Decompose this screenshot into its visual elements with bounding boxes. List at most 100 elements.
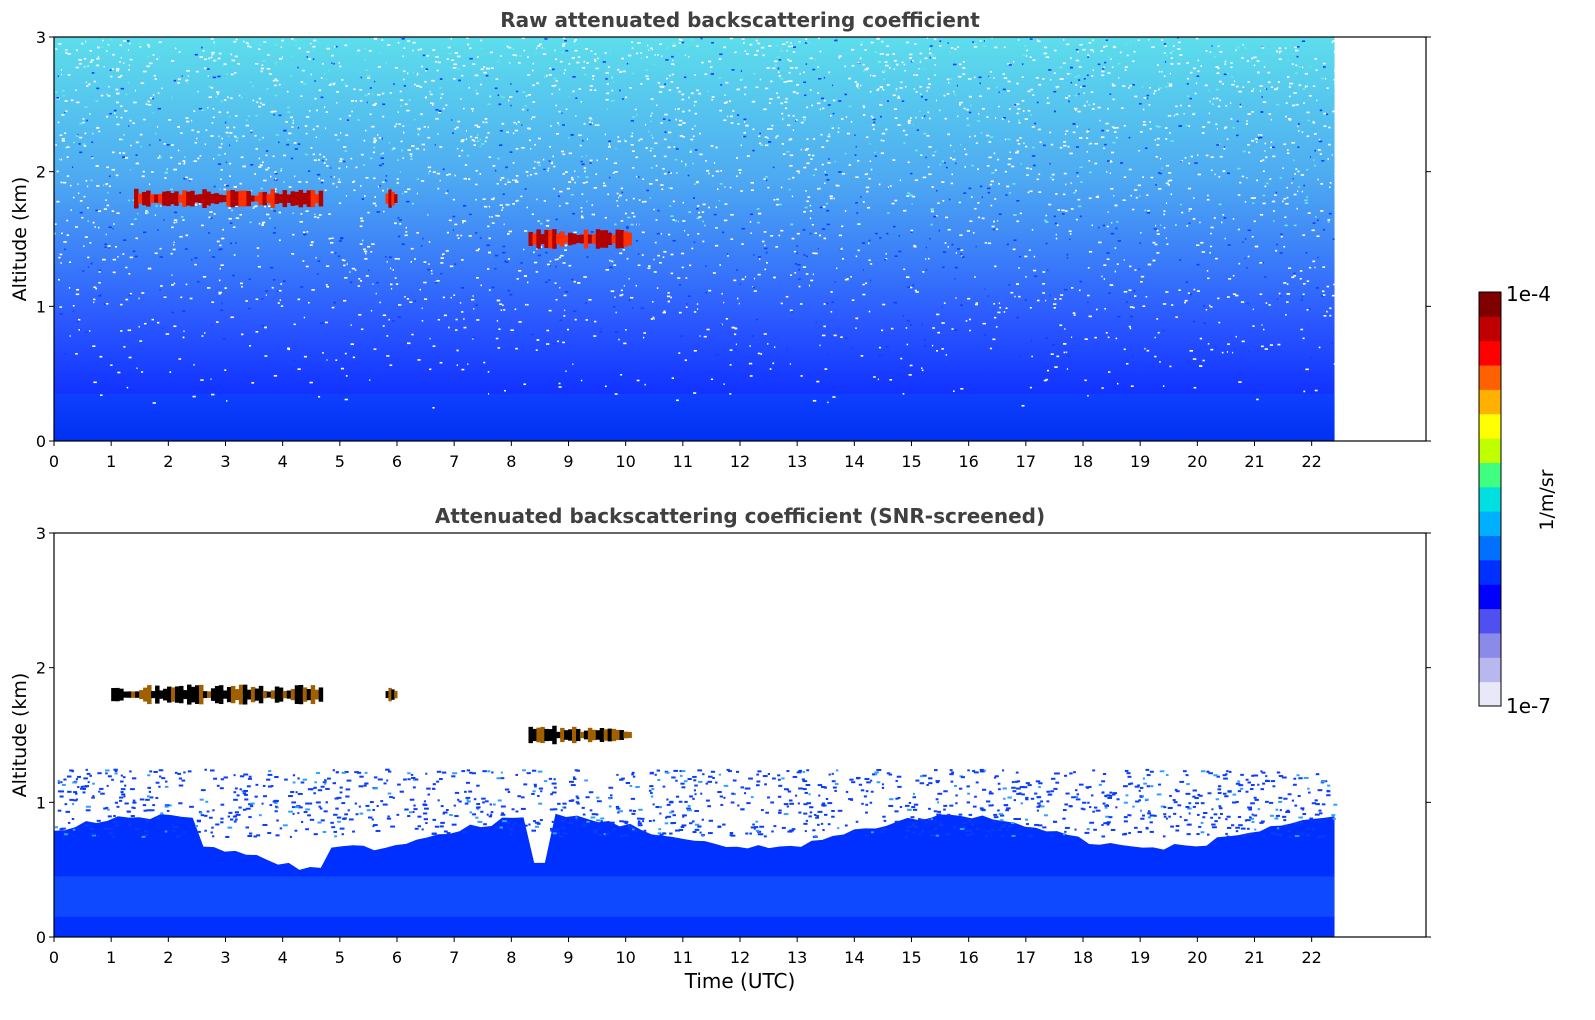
y-tick-label: 0 xyxy=(36,928,46,947)
x-tick-label: 14 xyxy=(844,948,864,967)
heatmap-field xyxy=(54,37,1335,441)
panel-screened-ylabel: Altitude (km) xyxy=(9,673,31,798)
x-tick-label: 14 xyxy=(844,452,864,471)
colorbar-swatch xyxy=(1479,559,1501,585)
x-tick-label: 6 xyxy=(392,452,402,471)
x-tick-label: 20 xyxy=(1187,452,1207,471)
y-tick-label: 2 xyxy=(36,163,46,182)
panel-raw-title: Raw attenuated backscattering coefficien… xyxy=(500,8,980,32)
x-tick-label: 19 xyxy=(1130,452,1150,471)
cloud-feature xyxy=(134,188,324,209)
panel-raw-xticks: 0 1 2 3 4 5 6 7 8 9 10 11 12 13 14 15 16 17 18 19 20 21 22 xyxy=(49,441,1322,471)
colorbar-min-label: 1e-7 xyxy=(1506,694,1551,718)
colorbar-swatch xyxy=(1479,389,1501,415)
x-tick-label: 20 xyxy=(1187,948,1207,967)
x-tick-label: 6 xyxy=(392,948,402,967)
x-tick-label: 8 xyxy=(506,452,516,471)
x-tick-label: 18 xyxy=(1073,452,1093,471)
x-tick-label: 10 xyxy=(615,948,635,967)
x-tick-label: 12 xyxy=(730,452,750,471)
x-tick-label: 9 xyxy=(563,452,573,471)
colorbar-swatch xyxy=(1479,486,1501,512)
panel-screened-title: Attenuated backscattering coefficient (S… xyxy=(435,504,1045,528)
x-tick-label: 4 xyxy=(278,948,288,967)
x-tick-label: 0 xyxy=(49,948,59,967)
colorbar-swatches xyxy=(1479,292,1501,707)
colorbar-swatch xyxy=(1479,584,1501,610)
x-tick-label: 11 xyxy=(673,948,693,967)
x-tick-label: 7 xyxy=(449,452,459,471)
heatmap-scatter xyxy=(54,768,1338,838)
panel-screened-xlabel: Time (UTC) xyxy=(684,969,796,993)
cloud-feature xyxy=(528,725,632,745)
y-tick-label: 1 xyxy=(36,793,46,812)
y-tick-label: 3 xyxy=(36,524,46,543)
x-tick-label: 9 xyxy=(563,948,573,967)
colorbar-swatch xyxy=(1479,292,1501,317)
cloud-feature xyxy=(111,684,324,705)
colorbar-swatch xyxy=(1479,608,1501,634)
colorbar-label: 1/m/sr xyxy=(1536,469,1558,530)
colorbar-swatch xyxy=(1479,438,1501,463)
colorbar-swatch xyxy=(1479,413,1501,439)
heatmap-boundary-layer xyxy=(54,393,1335,441)
x-tick-label: 15 xyxy=(901,452,921,471)
x-tick-label: 21 xyxy=(1244,452,1264,471)
panel-raw-yticks: 0 1 2 3 xyxy=(36,28,1431,451)
colorbar-swatch xyxy=(1479,681,1501,707)
colorbar-swatch xyxy=(1479,511,1501,537)
y-tick-label: 0 xyxy=(36,432,46,451)
x-tick-label: 2 xyxy=(163,452,173,471)
colorbar-max-label: 1e-4 xyxy=(1506,282,1551,306)
colorbar: 1e-4 1e-7 1/m/sr xyxy=(1478,282,1558,718)
x-tick-label: 22 xyxy=(1301,948,1321,967)
x-tick-label: 8 xyxy=(506,948,516,967)
x-tick-label: 16 xyxy=(958,948,978,967)
x-tick-label: 12 xyxy=(730,948,750,967)
panel-raw-ylabel: Altitude (km) xyxy=(9,177,31,302)
x-tick-label: 3 xyxy=(220,948,230,967)
x-tick-label: 11 xyxy=(673,452,693,471)
colorbar-swatch xyxy=(1479,316,1501,342)
panel-raw: Raw attenuated backscattering coefficien… xyxy=(9,8,1431,471)
colorbar-swatch xyxy=(1479,340,1501,366)
panel-screened: Attenuated backscattering coefficient (S… xyxy=(9,504,1431,993)
x-tick-label: 21 xyxy=(1244,948,1264,967)
cloud-feature xyxy=(385,189,398,208)
cloud-feature xyxy=(385,687,398,702)
x-tick-label: 1 xyxy=(106,948,116,967)
x-tick-label: 1 xyxy=(106,452,116,471)
colorbar-swatch xyxy=(1479,657,1501,683)
x-tick-label: 19 xyxy=(1130,948,1150,967)
x-tick-label: 5 xyxy=(335,948,345,967)
colorbar-swatch xyxy=(1479,365,1501,390)
colorbar-swatch xyxy=(1479,462,1501,488)
panel-screened-heatmap xyxy=(54,684,1338,937)
panel-screened-yticks: 0 1 2 3 xyxy=(36,524,1431,947)
heatmap-aerosol-band xyxy=(54,876,1335,917)
x-tick-label: 2 xyxy=(163,948,173,967)
y-tick-label: 1 xyxy=(36,297,46,316)
colorbar-frame xyxy=(1478,291,1502,707)
colorbar-swatch xyxy=(1479,632,1501,658)
x-tick-label: 10 xyxy=(615,452,635,471)
x-tick-label: 13 xyxy=(787,452,807,471)
x-tick-label: 5 xyxy=(335,452,345,471)
y-tick-label: 2 xyxy=(36,659,46,678)
x-tick-label: 17 xyxy=(1016,948,1036,967)
x-tick-label: 22 xyxy=(1301,452,1321,471)
x-tick-label: 0 xyxy=(49,452,59,471)
x-tick-label: 4 xyxy=(278,452,288,471)
x-tick-label: 15 xyxy=(901,948,921,967)
x-tick-label: 18 xyxy=(1073,948,1093,967)
heatmap-noise xyxy=(54,37,1338,409)
panel-raw-heatmap xyxy=(54,37,1338,441)
x-tick-label: 17 xyxy=(1016,452,1036,471)
x-tick-label: 13 xyxy=(787,948,807,967)
colorbar-swatch xyxy=(1479,535,1501,561)
x-tick-label: 3 xyxy=(220,452,230,471)
y-tick-label: 3 xyxy=(36,28,46,47)
cloud-feature xyxy=(528,229,632,249)
panel-screened-xticks: 0 1 2 3 4 5 6 7 8 9 10 11 12 13 14 15 16 17 18 19 20 21 22 xyxy=(49,937,1322,967)
